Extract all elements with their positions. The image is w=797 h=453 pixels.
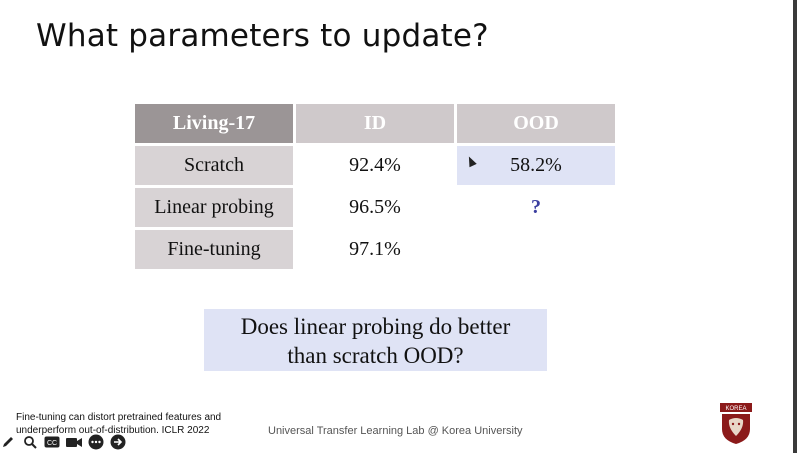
header-dataset: Living-17 bbox=[135, 104, 293, 143]
callout-line-2: than scratch OOD? bbox=[287, 343, 464, 368]
cell-finetune-ood bbox=[457, 230, 615, 269]
footer-lab-name: Universal Transfer Learning Lab @ Korea … bbox=[268, 425, 523, 437]
table-row: Fine-tuning 97.1% bbox=[135, 230, 615, 269]
table-header-row: Living-17 ID OOD bbox=[135, 104, 615, 143]
camera-icon[interactable] bbox=[66, 434, 82, 450]
cell-scratch-id: 92.4% bbox=[349, 154, 401, 176]
results-table: Living-17 ID OOD Scratch 92.4% 58.2% Lin… bbox=[132, 101, 618, 272]
citation: Fine-tuning can distort pretrained featu… bbox=[16, 411, 221, 437]
cell-scratch-ood: 58.2% bbox=[457, 146, 615, 185]
cell-finetune-id: 97.1% bbox=[349, 238, 401, 260]
logo-text: KOREA bbox=[725, 406, 746, 412]
header-id: ID bbox=[296, 104, 454, 143]
row-label-linear-probing: Linear probing bbox=[135, 188, 293, 227]
row-label-fine-tuning: Fine-tuning bbox=[135, 230, 293, 269]
svg-text:CC: CC bbox=[47, 440, 57, 447]
cell-linear-ood: ? bbox=[531, 196, 541, 218]
more-icon[interactable] bbox=[88, 434, 104, 450]
cell-linear-id: 96.5% bbox=[349, 196, 401, 218]
next-icon[interactable] bbox=[110, 434, 126, 450]
row-label-scratch: Scratch bbox=[135, 146, 293, 185]
captions-icon[interactable]: CC bbox=[44, 434, 60, 450]
table-row: Scratch 92.4% 58.2% bbox=[135, 146, 615, 185]
university-logo: KOREA bbox=[720, 403, 752, 444]
search-icon[interactable] bbox=[22, 434, 38, 450]
presentation-toolbar: CC bbox=[0, 432, 126, 452]
slide-title: What parameters to update? bbox=[36, 18, 489, 54]
window-edge bbox=[793, 0, 797, 453]
citation-line-2: underperform out-of-distribution. ICLR 2… bbox=[16, 425, 210, 436]
header-ood: OOD bbox=[457, 104, 615, 143]
question-callout: Does linear probing do better than scrat… bbox=[204, 309, 547, 371]
callout-line-1: Does linear probing do better bbox=[240, 314, 511, 339]
table-row: Linear probing 96.5% ? bbox=[135, 188, 615, 227]
citation-line-1: Fine-tuning can distort pretrained featu… bbox=[16, 412, 222, 423]
pen-icon[interactable] bbox=[0, 434, 16, 450]
